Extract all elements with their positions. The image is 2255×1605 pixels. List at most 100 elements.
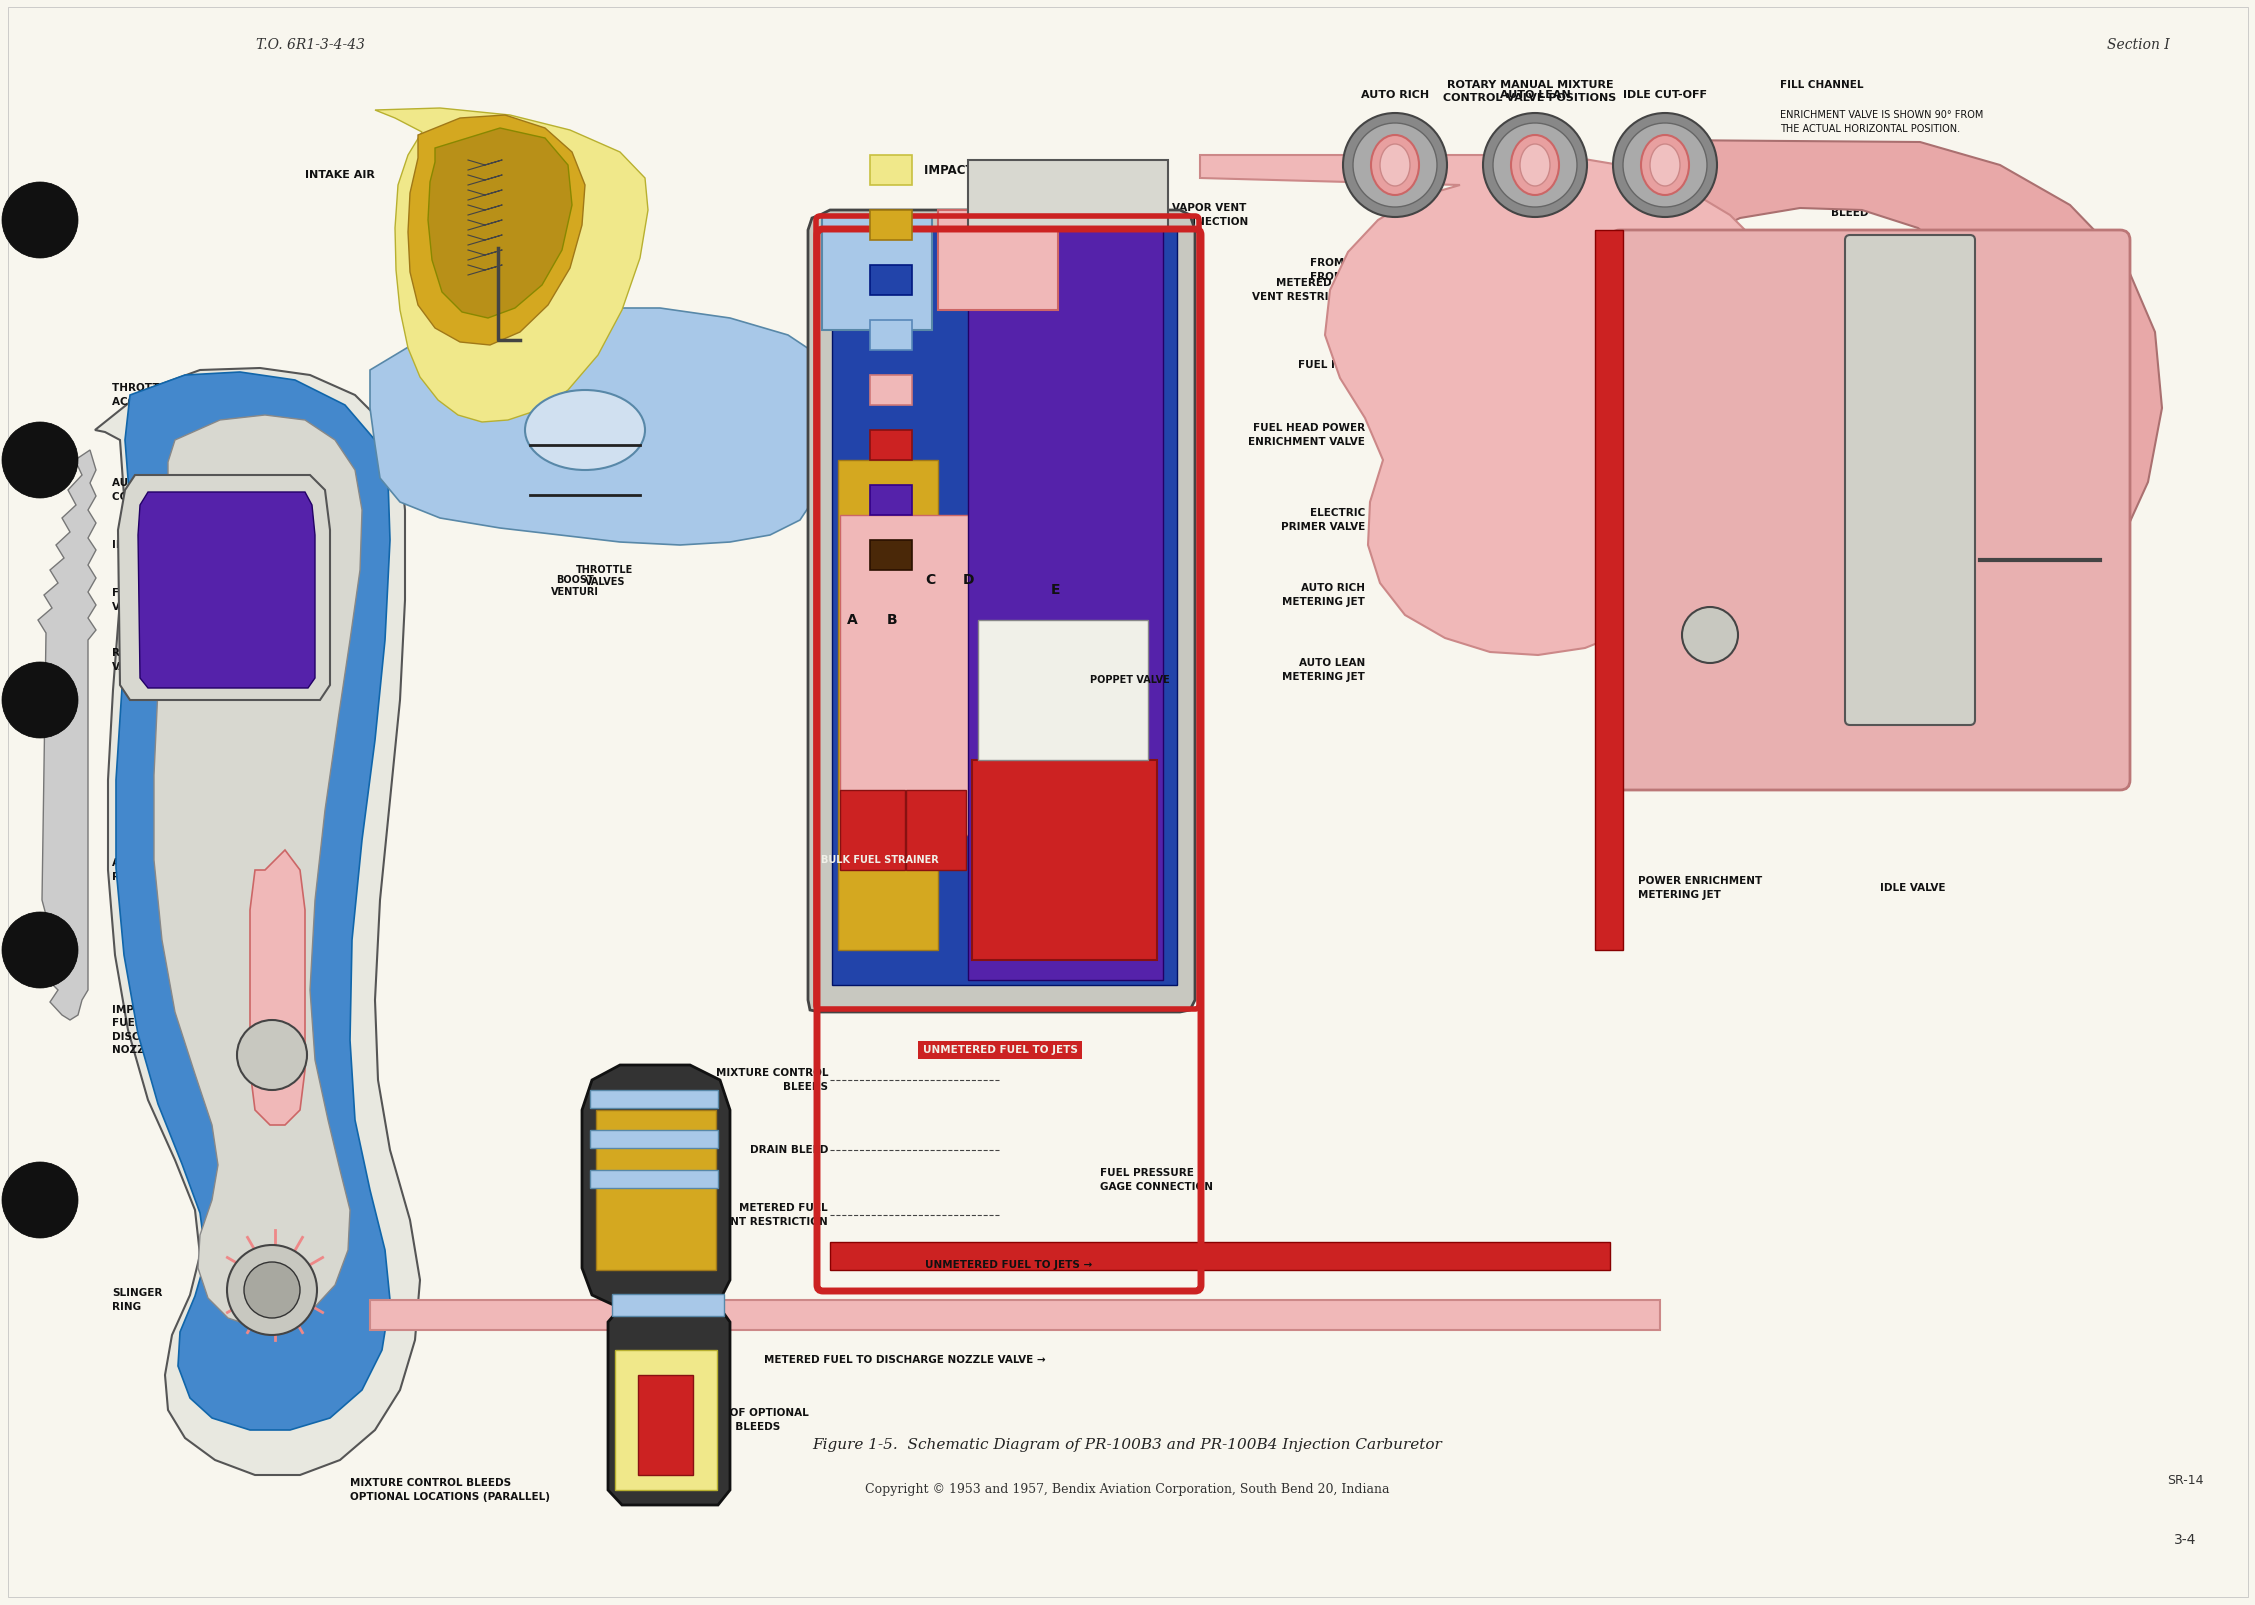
Bar — [830, 1242, 1610, 1270]
Circle shape — [244, 1262, 300, 1318]
Polygon shape — [370, 308, 830, 546]
Text: AUTOMATIC MIXTURE
CONTROL UNIT: AUTOMATIC MIXTURE CONTROL UNIT — [113, 478, 237, 502]
Text: IDLE CUT-OFF: IDLE CUT-OFF — [1624, 90, 1707, 100]
Text: IMPACT TUBE: IMPACT TUBE — [113, 539, 189, 551]
Text: SLINGER
RING: SLINGER RING — [113, 1289, 162, 1311]
Bar — [1594, 230, 1624, 950]
Text: UNMETERED FUEL: UNMETERED FUEL — [925, 438, 1044, 451]
Text: METERED FUEL TO DISCHARGE NOZZLE VALVE →: METERED FUEL TO DISCHARGE NOZZLE VALVE → — [764, 1355, 1046, 1364]
Text: FUEL HEAD POWER
ENRICHMENT VALVE: FUEL HEAD POWER ENRICHMENT VALVE — [1247, 424, 1364, 446]
Text: MIXTURE CONTROL BLEEDS
OPTIONAL LOCATIONS (PARALLEL): MIXTURE CONTROL BLEEDS OPTIONAL LOCATION… — [350, 1478, 550, 1502]
Text: VENTURI SUCTION: VENTURI SUCTION — [925, 329, 1046, 342]
Circle shape — [1353, 124, 1436, 207]
Text: Copyright © 1953 and 1957, Bendix Aviation Corporation, South Bend 20, Indiana: Copyright © 1953 and 1957, Bendix Aviati… — [864, 1483, 1389, 1496]
Ellipse shape — [1511, 135, 1558, 194]
Text: C: C — [925, 573, 936, 587]
Circle shape — [1493, 124, 1576, 207]
Polygon shape — [1628, 140, 2163, 668]
Polygon shape — [374, 108, 647, 422]
Text: ROTARY MANUAL MIXTURE
CONTROL VALVE POSITIONS: ROTARY MANUAL MIXTURE CONTROL VALVE POSI… — [1443, 80, 1617, 103]
Text: D: D — [963, 573, 974, 587]
Ellipse shape — [1642, 135, 1689, 194]
Text: B: B — [886, 613, 897, 628]
Circle shape — [1344, 112, 1448, 217]
Text: RELIEF CHECK
VALVE: RELIEF CHECK VALVE — [113, 648, 194, 671]
Text: ENGINE PUMP PRESSURE: ENGINE PUMP PRESSURE — [925, 493, 1089, 507]
Text: ACCELERATION PUMP AND
PRIMER DISCHARGE NOZZLES: ACCELERATION PUMP AND PRIMER DISCHARGE N… — [113, 859, 286, 881]
Polygon shape — [408, 116, 584, 345]
Circle shape — [2, 661, 79, 738]
Polygon shape — [428, 128, 573, 318]
Ellipse shape — [1371, 135, 1418, 194]
Bar — [870, 210, 911, 241]
Bar — [591, 1130, 717, 1148]
Text: SR-14: SR-14 — [2167, 1473, 2203, 1486]
Circle shape — [2, 1162, 79, 1237]
Bar — [595, 1111, 717, 1270]
FancyBboxPatch shape — [1610, 230, 2131, 790]
Text: WATER PRESSURE: WATER PRESSURE — [925, 549, 1044, 562]
Text: LOCATIONS OF OPTIONAL
DAMPENING BLEEDS: LOCATIONS OF OPTIONAL DAMPENING BLEEDS — [661, 1409, 810, 1432]
Text: AUTO LEAN
METERING JET: AUTO LEAN METERING JET — [1283, 658, 1364, 682]
Circle shape — [228, 1245, 318, 1335]
Text: DRAIN BLEED: DRAIN BLEED — [749, 1144, 828, 1156]
Text: DELAY
BLEED: DELAY BLEED — [1831, 194, 1869, 218]
Text: AUTO RICH
METERING JET: AUTO RICH METERING JET — [1283, 583, 1364, 607]
Text: FUEL INLET: FUEL INLET — [1299, 360, 1364, 371]
Text: DERICHMENT
METERING JET: DERICHMENT METERING JET — [1978, 719, 2061, 742]
Text: METERED FUEL
VENT RESTRICTION: METERED FUEL VENT RESTRICTION — [1252, 278, 1364, 302]
Circle shape — [1612, 112, 1716, 217]
Bar — [839, 461, 938, 950]
Text: PRESSURE BELOW THROTTLE: PRESSURE BELOW THROTTLE — [925, 273, 1118, 287]
Ellipse shape — [525, 390, 645, 470]
Circle shape — [2, 181, 79, 258]
Text: VAPOR SEPARATORS: VAPOR SEPARATORS — [1008, 180, 1128, 189]
Bar — [870, 265, 911, 295]
Text: AUTO RICH: AUTO RICH — [1362, 90, 1430, 100]
Text: VAPOR VENT
CONNECTION: VAPOR VENT CONNECTION — [1173, 204, 1249, 226]
Text: FROM DELAY BLEED
FROM AUTO RICH JET: FROM DELAY BLEED FROM AUTO RICH JET — [1310, 258, 1434, 281]
Text: IMPACT PRESSURE: IMPACT PRESSURE — [925, 164, 1046, 177]
Polygon shape — [38, 449, 97, 1021]
Bar — [972, 761, 1157, 960]
Text: IDLE VALVE: IDLE VALVE — [1881, 883, 1946, 892]
Text: BULK FUEL STRAINER: BULK FUEL STRAINER — [821, 855, 938, 865]
Text: ELECTRIC
PRIMER VALVE: ELECTRIC PRIMER VALVE — [1281, 509, 1364, 531]
Bar — [870, 539, 911, 570]
Bar — [638, 1375, 692, 1475]
Text: E: E — [1051, 583, 1060, 597]
Bar — [967, 230, 1164, 981]
Text: FILL CHECK
VALVE: FILL CHECK VALVE — [113, 589, 178, 612]
Bar — [832, 226, 1177, 985]
Bar — [870, 156, 911, 185]
Text: DERICHMENT VALVE: DERICHMENT VALVE — [1978, 632, 2095, 644]
Text: AUTO LEAN: AUTO LEAN — [1500, 90, 1569, 100]
Text: WATER INLET: WATER INLET — [1978, 551, 2057, 560]
Polygon shape — [115, 372, 390, 1430]
Text: TO DISCHARGE NOZZLE: TO DISCHARGE NOZZLE — [1403, 230, 1527, 241]
Polygon shape — [609, 1308, 731, 1505]
Text: POWER ENRICHMENT
METERING JET: POWER ENRICHMENT METERING JET — [1637, 876, 1761, 899]
Circle shape — [1682, 607, 1739, 663]
Bar — [370, 1300, 1660, 1331]
Bar — [870, 319, 911, 350]
Ellipse shape — [1651, 144, 1680, 186]
Bar — [870, 485, 911, 515]
Bar — [616, 1350, 717, 1489]
Circle shape — [1484, 112, 1588, 217]
Text: POPPET VALVE: POPPET VALVE — [1089, 676, 1170, 685]
Text: INTAKE AIR: INTAKE AIR — [304, 170, 374, 180]
Bar — [591, 1170, 717, 1188]
Text: FUEL PRESSURE
GAGE CONNECTION: FUEL PRESSURE GAGE CONNECTION — [1100, 1168, 1213, 1191]
Bar — [938, 210, 1058, 310]
Ellipse shape — [1380, 144, 1409, 186]
Circle shape — [2, 422, 79, 498]
Polygon shape — [250, 851, 304, 1125]
Polygon shape — [95, 368, 419, 1475]
Text: ENRICHMENT VALVE IS SHOWN 90° FROM
THE ACTUAL HORIZONTAL POSITION.: ENRICHMENT VALVE IS SHOWN 90° FROM THE A… — [1779, 111, 1984, 133]
Polygon shape — [1200, 156, 1793, 655]
Bar — [870, 376, 911, 404]
Text: UNMETERED FUEL TO JETS →: UNMETERED FUEL TO JETS → — [925, 1260, 1094, 1270]
Text: FILL CHANNEL: FILL CHANNEL — [1779, 80, 1863, 90]
Text: METERED FUEL: METERED FUEL — [925, 384, 1024, 396]
